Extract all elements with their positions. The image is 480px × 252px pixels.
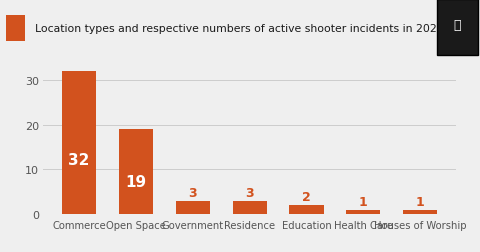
Bar	[289, 205, 324, 214]
Text: 32: 32	[68, 153, 90, 168]
Text: 2: 2	[302, 191, 311, 204]
Text: ⛨: ⛨	[454, 18, 461, 32]
Bar	[403, 210, 437, 214]
Bar	[119, 130, 153, 214]
Text: 3: 3	[245, 186, 254, 199]
Bar	[176, 201, 210, 214]
Text: 1: 1	[359, 195, 368, 208]
Text: 19: 19	[125, 175, 146, 190]
Text: 1: 1	[416, 195, 424, 208]
Text: 3: 3	[189, 186, 197, 199]
Text: Location types and respective numbers of active shooter incidents in 2021: Location types and respective numbers of…	[35, 24, 443, 34]
Bar	[232, 201, 267, 214]
Bar	[62, 72, 96, 214]
Bar	[346, 210, 380, 214]
